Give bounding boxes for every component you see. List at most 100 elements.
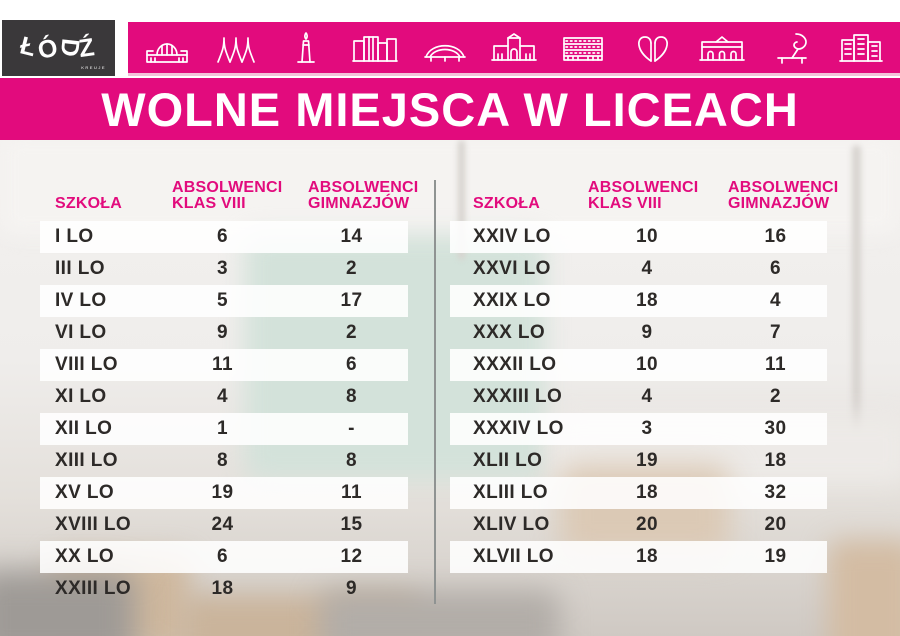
grade8-count: 6 (217, 226, 228, 247)
grade8-count: 10 (636, 226, 658, 247)
gimnazjum-count: 20 (764, 514, 787, 535)
table-right: SZKOŁA ABSOLWENCI KLAS VIII ABSOLWENCI G… (450, 165, 839, 573)
school-name: XXXIII LO (473, 386, 563, 407)
column-header-school: SZKOŁA (473, 195, 540, 213)
gimnazjum-count: 17 (340, 290, 363, 311)
factory-blocks-icon (351, 28, 399, 68)
school-name: III LO (55, 258, 105, 279)
school-name: XVIII LO (55, 514, 132, 535)
school-name: IV LO (55, 290, 107, 311)
palace-arches-icon (698, 28, 746, 68)
table-row: I LO 6 14 (40, 221, 408, 253)
spiral-sculpture-bench-icon (768, 28, 816, 68)
table-row: XX LO 6 12 (40, 541, 408, 573)
school-name: XXVI LO (473, 258, 551, 279)
gimnazjum-count: 8 (346, 386, 357, 407)
table-right-body: XXIV LO 10 16 XXVI LO 4 6 XXIX LO 18 4 X… (450, 221, 827, 573)
school-name: XIII LO (55, 450, 118, 471)
logo-subtext: KREUJE (81, 65, 106, 70)
table-row: XIII LO 8 8 (40, 445, 408, 477)
table-left: SZKOŁA ABSOLWENCI KLAS VIII ABSOLWENCI G… (40, 165, 418, 605)
school-name: XX LO (55, 546, 115, 567)
column-header-gimnazjum: ABSOLWENCI GIMNAZJÓW (728, 178, 839, 213)
grade8-count: 18 (211, 578, 234, 599)
grade8-count: 4 (641, 386, 653, 407)
table-row: XLIV LO 20 20 (450, 509, 827, 541)
logo-letter: Ź (77, 32, 99, 63)
gimnazjum-count: 16 (764, 226, 787, 247)
table-left-body: I LO 6 14 III LO 3 2 IV LO 5 17 VI LO 9 … (40, 221, 408, 605)
grade8-count: 3 (217, 258, 228, 279)
column-header-school: SZKOŁA (55, 195, 122, 213)
grade8-count: 3 (641, 418, 653, 439)
tenement-buildings-icon (837, 28, 885, 68)
grade8-count: 18 (636, 290, 658, 311)
table-row: XXX LO 9 7 (450, 317, 827, 349)
table-row: XLIII LO 18 32 (450, 477, 827, 509)
grade8-count: 9 (641, 322, 653, 343)
gimnazjum-count: 4 (770, 290, 781, 311)
gimnazjum-count: 19 (764, 546, 787, 567)
grade8-count: 18 (636, 546, 658, 567)
school-name: I LO (55, 226, 94, 247)
grade8-count: 6 (217, 546, 228, 567)
table-row: XI LO 4 8 (40, 381, 408, 413)
page-title: WOLNE MIEJSCA W LICEACH (101, 82, 799, 136)
grade8-count: 24 (211, 514, 234, 535)
table-right-header: SZKOŁA ABSOLWENCI KLAS VIII ABSOLWENCI G… (450, 165, 839, 221)
school-name: XXX LO (473, 322, 546, 343)
gate-building-icon (490, 28, 538, 68)
gimnazjum-count: 6 (346, 354, 357, 375)
school-name: VIII LO (55, 354, 118, 375)
gimnazjum-count: 11 (765, 354, 786, 375)
landmark-icon-strip (128, 22, 900, 73)
column-header-grade8: ABSOLWENCI KLAS VIII (588, 178, 699, 213)
arena-roof-icon (421, 28, 469, 68)
table-row: XLII LO 19 18 (450, 445, 827, 477)
grade8-count: 5 (217, 290, 228, 311)
gimnazjum-count: 32 (764, 482, 787, 503)
gimnazjum-count: 30 (764, 418, 787, 439)
school-name: XLII LO (473, 450, 543, 471)
gimnazjum-count: 14 (340, 226, 363, 247)
table-row: XXXIII LO 4 2 (450, 381, 827, 413)
school-name: XI LO (55, 386, 107, 407)
gimnazjum-count: 2 (346, 258, 357, 279)
gimnazjum-count: 7 (770, 322, 781, 343)
table-left-header: SZKOŁA ABSOLWENCI KLAS VIII ABSOLWENCI G… (40, 165, 418, 221)
table-row: XXXII LO 10 11 (450, 349, 827, 381)
school-name: XLIV LO (473, 514, 550, 535)
table-row: XII LO 1 - (40, 413, 408, 445)
gimnazjum-count: 9 (346, 578, 357, 599)
school-name: XXXIV LO (473, 418, 564, 439)
school-name: XLVII LO (473, 546, 554, 567)
gimnazjum-count: 11 (341, 482, 362, 503)
monument-obelisk-icon (282, 28, 330, 68)
gimnazjum-count: 8 (346, 450, 357, 471)
grade8-count: 1 (217, 418, 228, 439)
grade8-count: 11 (212, 354, 233, 375)
gimnazjum-count: 2 (346, 322, 357, 343)
table-row: III LO 3 2 (40, 253, 408, 285)
grade8-count: 19 (636, 450, 658, 471)
arch-pavilion-icon (212, 28, 260, 68)
table-row: XLVII LO 18 19 (450, 541, 827, 573)
table-row: XXIX LO 18 4 (450, 285, 827, 317)
table-row: VIII LO 11 6 (40, 349, 408, 381)
grade8-count: 4 (217, 386, 228, 407)
table-row: IV LO 5 17 (40, 285, 408, 317)
railway-station-dome-icon (143, 28, 191, 68)
striped-factory-icon (559, 28, 607, 68)
table-row: XXIV LO 10 16 (450, 221, 827, 253)
grade8-count: 9 (217, 322, 228, 343)
column-header-grade8: ABSOLWENCI KLAS VIII (172, 178, 283, 213)
table-row: XXXIV LO 3 30 (450, 413, 827, 445)
iconbar-underline (128, 73, 900, 76)
gimnazjum-count: 15 (340, 514, 363, 535)
table-row: XVIII LO 24 15 (40, 509, 408, 541)
table-row: XXIII LO 18 9 (40, 573, 408, 605)
school-name: VI LO (55, 322, 107, 343)
table-row: XV LO 19 11 (40, 477, 408, 509)
